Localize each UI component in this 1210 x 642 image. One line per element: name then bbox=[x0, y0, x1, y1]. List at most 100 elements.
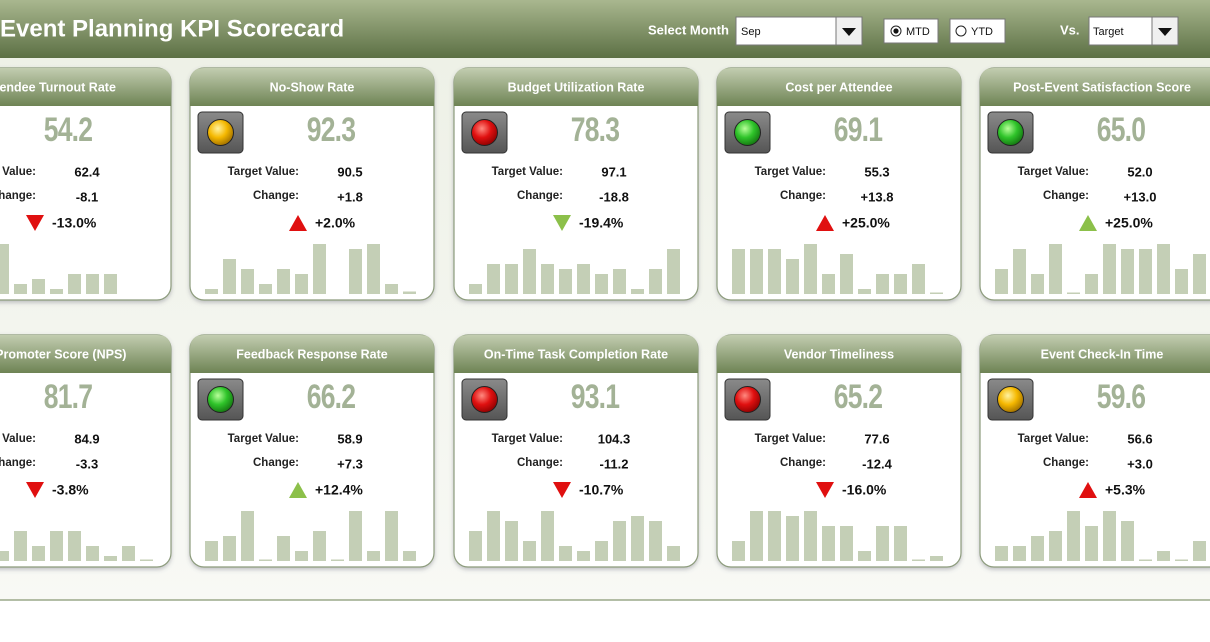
card-title-bar bbox=[190, 335, 434, 373]
spark-bar bbox=[223, 536, 236, 561]
month-value: Sep bbox=[741, 26, 761, 38]
spark-bar bbox=[732, 249, 745, 294]
kpi-value: 92.3 bbox=[307, 111, 355, 149]
spark-bar bbox=[822, 526, 835, 561]
spark-bar bbox=[259, 559, 272, 561]
target-value: 97.1 bbox=[601, 164, 626, 179]
status-light bbox=[997, 386, 1024, 413]
spark-bar bbox=[577, 264, 590, 294]
spark-bar bbox=[295, 274, 308, 294]
kpi-card: Post-Event Satisfaction Score 65.0 Target … bbox=[979, 67, 1210, 301]
spark-bar bbox=[894, 526, 907, 561]
spark-bar bbox=[523, 249, 536, 294]
spark-bar bbox=[1085, 526, 1098, 561]
kpi-card: Attendee Turnout Rate 54.2 Target Value: 62… bbox=[0, 67, 172, 301]
vs-dropdown[interactable]: Target bbox=[1088, 16, 1179, 46]
spark-bar bbox=[577, 551, 590, 561]
change-value: +1.8 bbox=[337, 189, 363, 204]
spark-bar bbox=[0, 244, 9, 294]
spark-bar bbox=[487, 264, 500, 294]
kpi-card: No-Show Rate 92.3 Target Value: 90.5 Change:… bbox=[189, 67, 435, 301]
change-label: Change: bbox=[517, 190, 563, 202]
trend-arrow bbox=[289, 215, 307, 231]
spark-bar bbox=[840, 526, 853, 561]
change-percent: -13.0% bbox=[52, 215, 97, 231]
spark-bar bbox=[122, 546, 135, 561]
mtd-option[interactable]: MTD bbox=[883, 18, 939, 44]
spark-bar bbox=[505, 521, 518, 561]
spark-bar bbox=[649, 521, 662, 561]
spark-bar bbox=[0, 551, 9, 561]
change-percent: +25.0% bbox=[842, 215, 890, 231]
target-label: Target Value: bbox=[492, 433, 563, 445]
status-light bbox=[471, 119, 498, 146]
spark-bar bbox=[1067, 511, 1080, 561]
status-light bbox=[471, 386, 498, 413]
kpi-card: Event Check-In Time 59.6 Target Value: 56.6… bbox=[979, 334, 1210, 568]
cards: Attendee Turnout Rate 54.2 Target Value: 62… bbox=[0, 67, 1210, 568]
spark-bar bbox=[241, 511, 254, 561]
spark-bar bbox=[930, 292, 943, 294]
change-percent: +25.0% bbox=[1105, 215, 1153, 231]
spark-bar bbox=[487, 511, 500, 561]
spark-bar bbox=[1175, 559, 1188, 561]
card-title-bar bbox=[717, 68, 961, 106]
spark-bar bbox=[876, 526, 889, 561]
target-value: 52.0 bbox=[1127, 164, 1152, 179]
spark-bar bbox=[385, 511, 398, 561]
dropdown-button[interactable] bbox=[1151, 16, 1179, 46]
target-label: Target Value: bbox=[228, 166, 299, 178]
kpi-value: 81.7 bbox=[44, 378, 92, 416]
header-title: Event Planning KPI Scorecard bbox=[0, 15, 344, 42]
option-box[interactable] bbox=[883, 18, 939, 44]
spark-bar bbox=[68, 531, 81, 561]
spark-bar bbox=[1121, 249, 1134, 294]
spark-bar bbox=[1193, 541, 1206, 561]
kpi-value: 54.2 bbox=[44, 111, 92, 149]
change-value: -18.8 bbox=[599, 189, 629, 204]
kpi-card: Feedback Response Rate 66.2 Target Value: 5… bbox=[189, 334, 435, 568]
spark-bar bbox=[595, 541, 608, 561]
spark-bar bbox=[858, 289, 871, 294]
trend-arrow bbox=[553, 482, 571, 498]
spark-bar bbox=[313, 244, 326, 294]
target-label: Target Value: bbox=[755, 433, 826, 445]
spark-bar bbox=[613, 521, 626, 561]
card-title-bar bbox=[980, 68, 1210, 106]
spark-bar bbox=[822, 274, 835, 294]
target-value: 90.5 bbox=[337, 164, 362, 179]
spark-bar bbox=[1175, 269, 1188, 294]
kpi-value: 93.1 bbox=[571, 378, 620, 416]
spark-bar bbox=[1013, 546, 1026, 561]
card-title-bar bbox=[0, 68, 171, 106]
spark-bar bbox=[223, 259, 236, 294]
target-value: 84.9 bbox=[74, 431, 99, 446]
change-percent: +12.4% bbox=[315, 482, 363, 498]
card-title-bar bbox=[0, 335, 171, 373]
card-title: Event Check-In Time bbox=[1041, 347, 1164, 361]
card-title: Attendee Turnout Rate bbox=[0, 80, 116, 94]
trend-arrow bbox=[26, 482, 44, 498]
spark-bar bbox=[631, 289, 644, 294]
spark-bar bbox=[786, 259, 799, 294]
card-title-bar bbox=[454, 68, 698, 106]
spark-bar bbox=[523, 541, 536, 561]
ytd-option[interactable]: YTD bbox=[949, 18, 1006, 44]
kpi-value: 66.2 bbox=[307, 378, 355, 416]
spark-bar bbox=[995, 269, 1008, 294]
kpi-value: 78.3 bbox=[571, 111, 619, 149]
spark-bar bbox=[541, 511, 554, 561]
spark-bar bbox=[840, 254, 853, 294]
change-label: Change: bbox=[0, 457, 36, 469]
header-bar bbox=[0, 0, 1210, 58]
kpi-card: Cost per Attendee 69.1 Target Value: 55.3 Ch… bbox=[716, 67, 962, 301]
target-label: Target Value: bbox=[492, 166, 563, 178]
target-label: Target Value: bbox=[228, 433, 299, 445]
status-light bbox=[207, 386, 234, 413]
target-value: 56.6 bbox=[1127, 431, 1152, 446]
month-dropdown[interactable]: Sep bbox=[735, 16, 863, 46]
radio[interactable] bbox=[955, 25, 967, 37]
change-label: Change: bbox=[253, 457, 299, 469]
spark-bar bbox=[894, 274, 907, 294]
change-value: -12.4 bbox=[862, 456, 892, 471]
